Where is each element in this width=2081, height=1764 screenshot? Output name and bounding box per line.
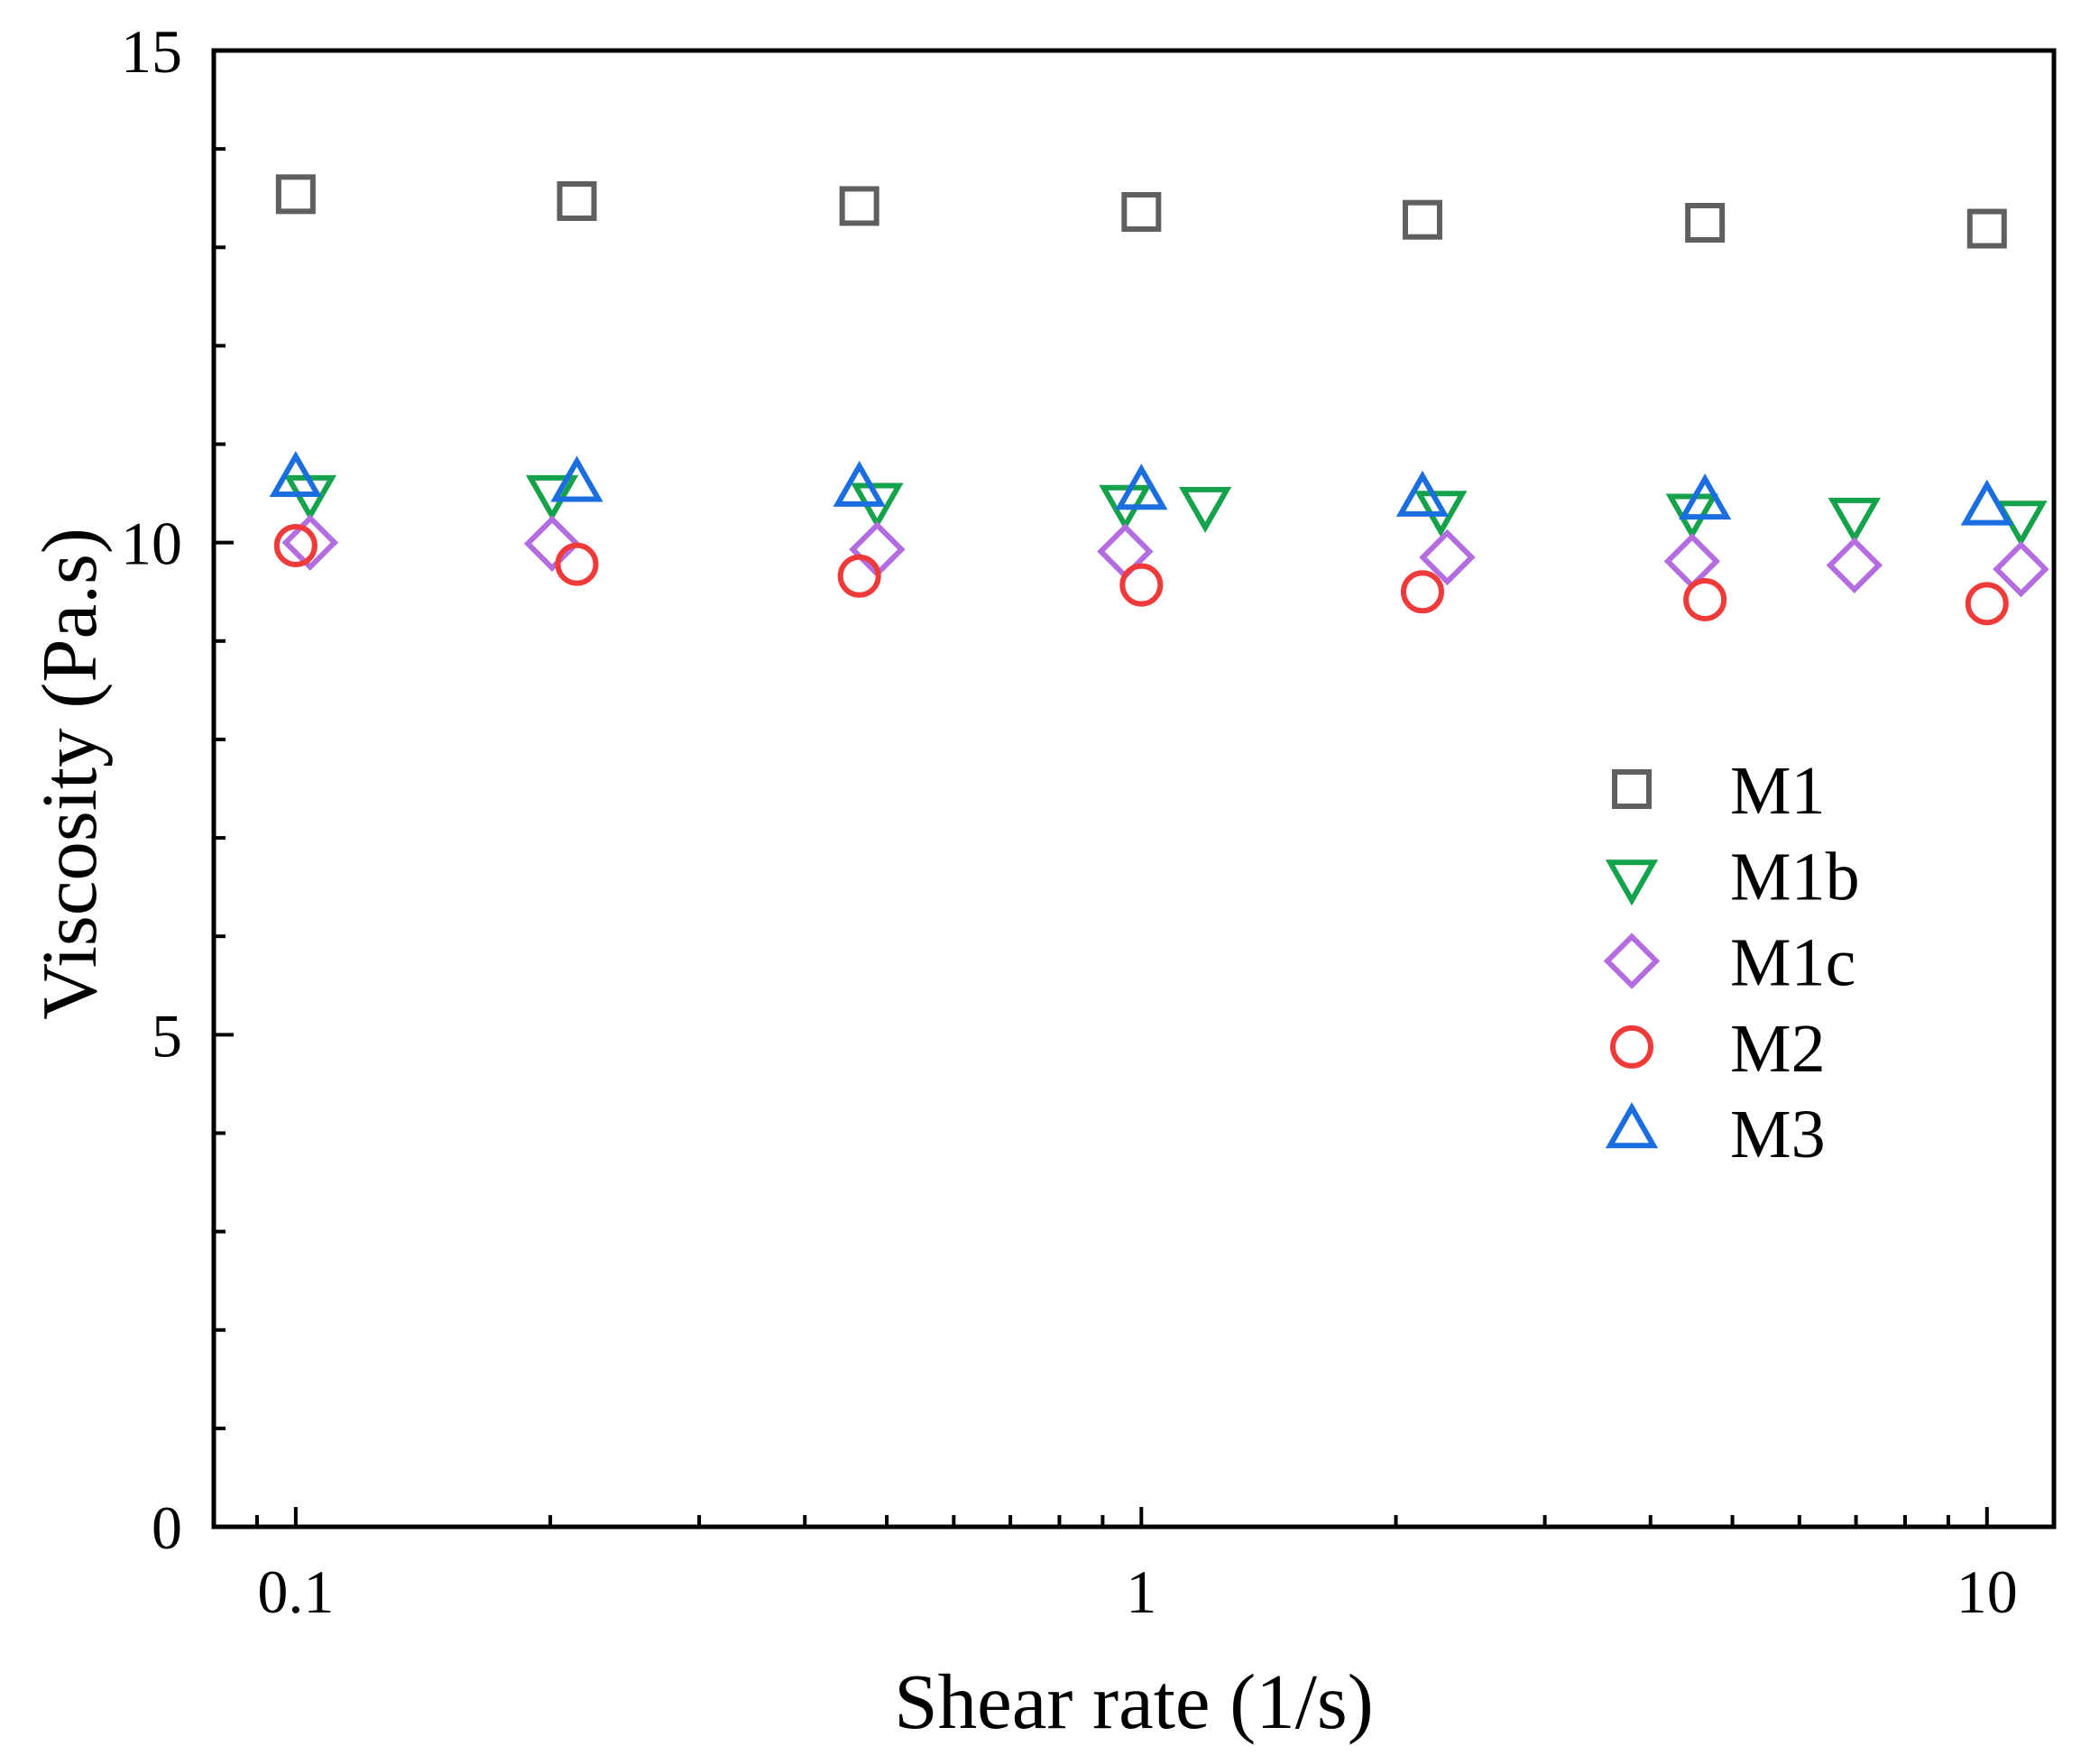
series-m1c-point (1993, 540, 2049, 598)
series-m3-point (269, 450, 323, 498)
series-m1b-point (1828, 497, 1881, 544)
y-tick-label: 0 (152, 1493, 182, 1562)
series-m1c-point (281, 514, 339, 571)
series-m2 (273, 523, 2009, 626)
series-m1c-point (1419, 528, 1476, 586)
x-tick-label: 0.1 (257, 1557, 334, 1626)
series-m3-point (1960, 479, 2013, 526)
tick-labels: 0 5 10 15 0.1 1 10 (121, 17, 2018, 1626)
series-m1-point (557, 180, 597, 221)
series-m1b-point (1178, 486, 1232, 533)
x-tick-label: 10 (1957, 1557, 2018, 1626)
legend-label-m1: M1 (1730, 753, 1826, 829)
series-m2-point (837, 554, 881, 598)
legend: M1 M1b M1c M2 M3 (1603, 753, 1860, 1172)
series-m1-point (839, 186, 879, 226)
series-m2-point (1683, 577, 1727, 621)
x-axis-title: Shear rate (1/s) (894, 1658, 1373, 1745)
x-tick-label: 1 (1126, 1557, 1156, 1626)
y-tick-label: 5 (152, 1001, 182, 1070)
y-tick-label: 15 (121, 17, 182, 86)
series-m2-point (1119, 563, 1164, 607)
series-m3-point (550, 455, 603, 502)
series-m1c-point (1826, 537, 1883, 594)
series-m1-point (1966, 208, 2007, 249)
legend-entry-m1: M1 (1612, 753, 1826, 829)
data-points (269, 174, 2049, 626)
series-m1-point (1121, 191, 1162, 232)
y-tick-label: 10 (121, 510, 182, 578)
series-m2-point (273, 523, 318, 567)
series-m1c-point (523, 515, 581, 573)
series-m3-point (833, 460, 886, 507)
legend-label-m3: M3 (1730, 1097, 1826, 1172)
series-m1 (275, 174, 2007, 249)
legend-marker-m1 (1612, 769, 1652, 809)
legend-marker-m2 (1610, 1024, 1653, 1069)
series-m2-point (1400, 570, 1444, 614)
series-m3-point (1678, 473, 1732, 520)
legend-marker-m3 (1605, 1102, 1659, 1149)
legend-marker-m1b (1605, 859, 1659, 906)
series-m2-point (1965, 582, 2009, 626)
series-m3 (269, 450, 2013, 526)
legend-entry-m2: M2 (1610, 1011, 1826, 1087)
series-m1-point (275, 174, 316, 215)
series-m1-point (1402, 199, 1442, 240)
series-m2-point (555, 542, 599, 586)
legend-label-m2: M2 (1730, 1011, 1826, 1087)
legend-entry-m3: M3 (1605, 1097, 1826, 1172)
legend-entry-m1b: M1b (1605, 839, 1860, 914)
y-axis-title: Viscosity (Pa.s) (25, 528, 113, 1020)
series-m3-point (1115, 464, 1168, 510)
legend-label-m1b: M1b (1730, 839, 1860, 914)
plot-frame (211, 48, 2057, 1530)
legend-label-m1c: M1c (1730, 925, 1855, 1001)
legend-entry-m1c: M1c (1603, 925, 1855, 1001)
series-m3-point (1395, 470, 1450, 517)
legend-marker-m1c (1603, 933, 1661, 989)
series-m1-point (1685, 202, 1726, 243)
